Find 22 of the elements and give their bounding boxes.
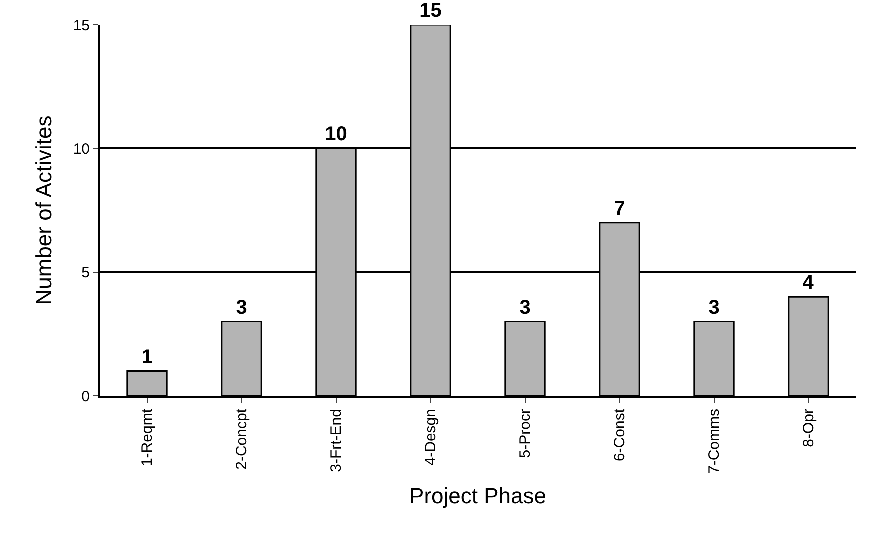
data-label: 10 [325,124,348,146]
x-tick-label: 2-Concpt [234,408,251,470]
data-label: 4 [802,272,815,294]
x-tick-label: 7-Comms [706,409,724,474]
y-tick-label: 15 [73,17,90,34]
x-tick-label: 1-Reqmt [139,408,156,467]
y-axis-title: Number of Activites [32,116,57,306]
data-label: 3 [236,296,248,319]
y-tick-label: 0 [82,388,90,406]
x-tick-label: 8-Opr [800,408,818,448]
data-label: 15 [420,0,442,22]
y-tick-label: 5 [82,264,90,282]
x-tick-label: 5-Procr [517,409,534,458]
data-label: 1 [142,346,153,368]
x-tick-label: 6-Const [612,408,629,462]
x-tick-label: 3-Frt-End [328,409,346,472]
data-label: 3 [520,296,531,319]
data-label: 7 [614,198,626,220]
x-tick-label: 4-Desgn [422,409,440,466]
x-axis-title: Project Phase [410,483,546,508]
y-tick-label: 10 [73,140,90,158]
data-label: 3 [708,296,720,319]
